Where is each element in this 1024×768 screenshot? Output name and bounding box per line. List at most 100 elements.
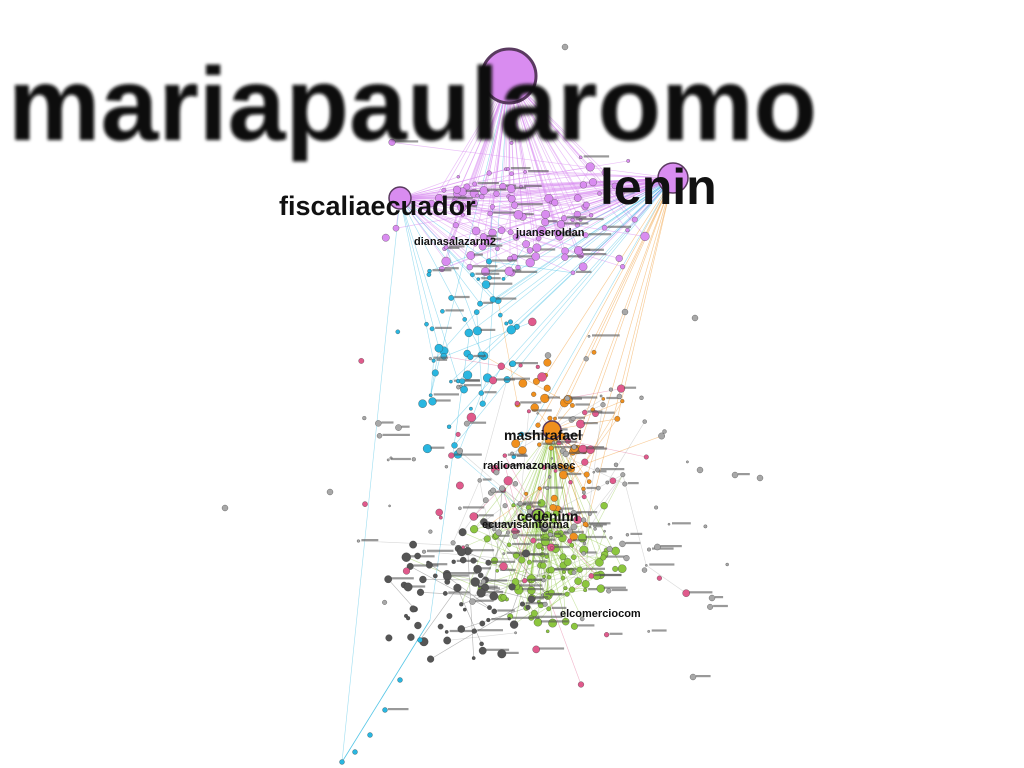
network-node <box>564 433 570 439</box>
label-lenin: lenin <box>600 159 717 215</box>
network-node <box>466 251 476 260</box>
node-label-blur <box>456 559 478 562</box>
edge <box>457 193 493 234</box>
edge <box>399 197 620 259</box>
node-label-blur <box>696 675 711 678</box>
network-node <box>578 262 588 272</box>
network-node <box>545 486 550 490</box>
network-node <box>527 595 536 603</box>
edge <box>473 505 506 530</box>
node-label-blur <box>435 399 451 402</box>
network-node <box>417 637 423 643</box>
network-node <box>601 224 608 231</box>
network-node <box>543 384 551 392</box>
network-node <box>707 603 714 610</box>
network-node <box>528 317 537 327</box>
node-label-blur <box>447 246 460 249</box>
network-node <box>542 601 548 607</box>
network-node <box>642 419 647 424</box>
node-label-blur <box>547 396 560 399</box>
network-node <box>545 629 550 634</box>
edge <box>494 528 539 623</box>
network-node <box>502 463 508 469</box>
network-node <box>583 356 589 362</box>
network-node <box>492 527 497 532</box>
node-label-blur <box>484 391 497 394</box>
edge <box>516 177 674 328</box>
network-node <box>551 518 557 524</box>
edge <box>399 197 484 238</box>
network-node <box>506 542 512 548</box>
network-node <box>471 656 476 660</box>
network-node <box>656 575 662 581</box>
edge <box>492 177 674 300</box>
node-label-blur <box>514 186 527 189</box>
network-node <box>441 256 451 266</box>
edge <box>547 595 582 685</box>
network-node <box>654 505 659 510</box>
network-node <box>647 547 651 552</box>
network-node <box>597 191 602 196</box>
edge <box>593 177 674 353</box>
edge <box>399 197 440 349</box>
node-label-blur <box>588 588 603 591</box>
network-node <box>486 258 492 265</box>
node-label-blur <box>607 225 631 228</box>
node-label-blur <box>534 615 563 618</box>
network-node <box>489 376 497 385</box>
network-node <box>593 527 597 531</box>
network-node <box>358 358 365 364</box>
network-node <box>386 458 390 462</box>
network-node <box>514 631 517 635</box>
network-node <box>563 586 568 591</box>
node-label-blur <box>512 542 531 546</box>
edge <box>502 489 532 591</box>
network-node <box>573 194 582 202</box>
edge <box>457 454 539 525</box>
network-node <box>440 309 445 314</box>
network-node <box>481 578 486 584</box>
network-node <box>477 572 484 579</box>
network-node <box>432 573 438 579</box>
network-node <box>485 559 492 566</box>
network-node <box>441 187 447 193</box>
edge <box>479 271 486 304</box>
edge <box>410 566 495 612</box>
node-label-blur <box>588 233 612 236</box>
node-label-blur <box>514 362 538 365</box>
network-node <box>381 233 390 242</box>
network-node <box>621 308 629 316</box>
edge <box>478 177 674 280</box>
network-node <box>689 673 697 681</box>
edge <box>551 400 623 431</box>
network-node <box>533 618 543 627</box>
network-node <box>569 542 575 548</box>
node-label-blur <box>485 244 503 247</box>
network-node <box>542 524 549 531</box>
node-label-blur <box>521 588 544 591</box>
node-label-blur <box>583 155 610 158</box>
network-node <box>595 558 604 567</box>
network-node <box>459 378 466 385</box>
network-node <box>544 194 554 203</box>
node-label-blur <box>569 434 583 437</box>
edge <box>430 360 434 396</box>
node-label-blur <box>559 231 573 234</box>
node-label-blur <box>401 425 410 428</box>
network-node <box>362 501 368 507</box>
network-node <box>537 226 547 236</box>
network-node <box>448 295 455 301</box>
node-label-blur <box>486 579 508 582</box>
node-label-blur <box>557 518 580 522</box>
network-node <box>522 519 527 523</box>
network-node <box>483 535 491 543</box>
network-node <box>579 181 587 189</box>
network-node <box>456 175 460 179</box>
node-label-blur <box>483 301 493 304</box>
network-node <box>502 503 508 509</box>
network-node <box>523 170 527 174</box>
network-node <box>463 420 470 427</box>
network-node <box>535 422 541 428</box>
network-node <box>458 528 467 537</box>
node-label-blur <box>528 170 549 173</box>
